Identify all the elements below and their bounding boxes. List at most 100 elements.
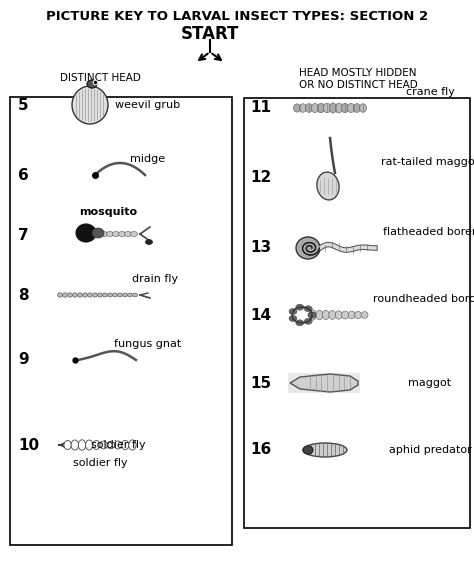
- Ellipse shape: [130, 232, 137, 237]
- Ellipse shape: [296, 320, 304, 326]
- Ellipse shape: [296, 304, 304, 310]
- Text: HEAD MOSTLY HIDDEN
OR NO DISTINCT HEAD: HEAD MOSTLY HIDDEN OR NO DISTINCT HEAD: [299, 68, 418, 90]
- Ellipse shape: [68, 293, 73, 297]
- Ellipse shape: [348, 311, 355, 319]
- Ellipse shape: [103, 293, 108, 297]
- Text: soldier fly: soldier fly: [73, 458, 128, 468]
- Text: PICTURE KEY TO LARVAL INSECT TYPES: SECTION 2: PICTURE KEY TO LARVAL INSECT TYPES: SECT…: [46, 10, 428, 23]
- Text: 8: 8: [18, 287, 28, 302]
- Ellipse shape: [114, 441, 122, 449]
- Ellipse shape: [108, 293, 112, 297]
- Ellipse shape: [118, 293, 122, 297]
- Text: crane fly: crane fly: [406, 87, 455, 97]
- Ellipse shape: [87, 80, 97, 88]
- Ellipse shape: [359, 104, 366, 112]
- Ellipse shape: [329, 103, 337, 113]
- Ellipse shape: [317, 172, 339, 200]
- Text: fungus gnat: fungus gnat: [114, 339, 182, 349]
- Text: 7: 7: [18, 228, 28, 242]
- Text: 15: 15: [250, 376, 271, 391]
- Ellipse shape: [342, 311, 349, 319]
- Ellipse shape: [98, 293, 102, 297]
- Ellipse shape: [304, 319, 312, 324]
- Ellipse shape: [78, 439, 86, 450]
- Bar: [244, 98, 470, 528]
- Ellipse shape: [310, 310, 317, 320]
- Ellipse shape: [92, 293, 97, 297]
- Ellipse shape: [88, 293, 92, 297]
- Bar: [288, 373, 360, 393]
- Text: rat-tailed maggot: rat-tailed maggot: [381, 157, 474, 167]
- Ellipse shape: [123, 293, 128, 297]
- Ellipse shape: [112, 232, 119, 237]
- Text: 16: 16: [250, 442, 271, 457]
- Text: midge: midge: [130, 154, 165, 164]
- Text: 11: 11: [250, 100, 271, 116]
- Ellipse shape: [64, 441, 71, 449]
- Text: 10: 10: [18, 438, 39, 453]
- Ellipse shape: [76, 224, 96, 242]
- Ellipse shape: [355, 312, 362, 319]
- Ellipse shape: [308, 312, 316, 318]
- Ellipse shape: [133, 293, 137, 297]
- Ellipse shape: [118, 232, 126, 237]
- Ellipse shape: [146, 240, 153, 244]
- Ellipse shape: [100, 232, 108, 237]
- Bar: [10, 97, 232, 545]
- Ellipse shape: [303, 443, 347, 457]
- Ellipse shape: [318, 103, 325, 113]
- Ellipse shape: [125, 232, 131, 237]
- Ellipse shape: [329, 310, 336, 320]
- Text: mosquito: mosquito: [79, 207, 137, 217]
- Text: 5: 5: [18, 97, 28, 112]
- Text: weevil grub: weevil grub: [116, 100, 181, 110]
- Ellipse shape: [293, 104, 301, 112]
- Ellipse shape: [107, 441, 115, 449]
- Ellipse shape: [93, 441, 100, 449]
- Ellipse shape: [336, 103, 343, 113]
- Ellipse shape: [85, 440, 93, 450]
- Ellipse shape: [322, 310, 329, 320]
- Ellipse shape: [113, 293, 118, 297]
- Text: aphid predator: aphid predator: [389, 445, 471, 455]
- Ellipse shape: [323, 103, 330, 113]
- Ellipse shape: [304, 306, 312, 312]
- Ellipse shape: [129, 440, 136, 450]
- Polygon shape: [290, 374, 358, 392]
- Ellipse shape: [92, 228, 104, 238]
- Ellipse shape: [58, 293, 63, 297]
- Ellipse shape: [72, 86, 108, 124]
- Text: 12: 12: [250, 170, 271, 185]
- Text: 14: 14: [250, 308, 271, 323]
- Ellipse shape: [308, 312, 316, 318]
- Text: maggot: maggot: [409, 378, 452, 388]
- Ellipse shape: [121, 441, 129, 450]
- Ellipse shape: [289, 309, 297, 314]
- Ellipse shape: [100, 441, 107, 449]
- Ellipse shape: [300, 104, 307, 112]
- Ellipse shape: [63, 293, 67, 297]
- Ellipse shape: [73, 293, 77, 297]
- Ellipse shape: [347, 104, 355, 112]
- Ellipse shape: [78, 293, 82, 297]
- Ellipse shape: [311, 104, 319, 112]
- Text: 13: 13: [250, 241, 271, 256]
- Ellipse shape: [361, 312, 368, 319]
- Ellipse shape: [71, 440, 79, 450]
- Ellipse shape: [82, 293, 87, 297]
- Ellipse shape: [354, 104, 361, 112]
- Ellipse shape: [303, 446, 313, 454]
- Ellipse shape: [289, 316, 297, 321]
- Text: 9: 9: [18, 353, 28, 367]
- Ellipse shape: [296, 237, 320, 259]
- Ellipse shape: [107, 232, 113, 237]
- Ellipse shape: [128, 293, 132, 297]
- Ellipse shape: [335, 311, 342, 319]
- Ellipse shape: [341, 103, 348, 113]
- Text: START: START: [181, 25, 239, 43]
- Ellipse shape: [316, 310, 323, 320]
- Text: soldier fly: soldier fly: [91, 440, 146, 450]
- Text: flatheaded borer: flatheaded borer: [383, 227, 474, 237]
- Text: drain fly: drain fly: [132, 274, 178, 284]
- Text: 6: 6: [18, 168, 29, 183]
